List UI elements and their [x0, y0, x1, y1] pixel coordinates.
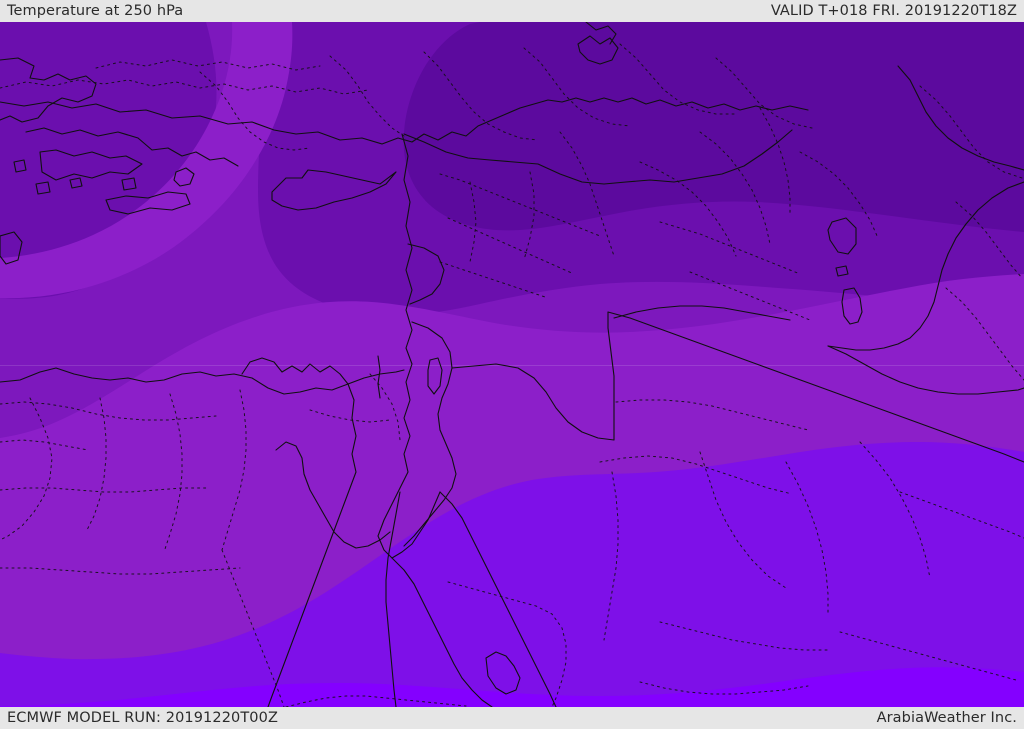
border-dotted-syria-c: [439, 261, 549, 299]
border-dotted-egypt-sudan: [447, 581, 567, 707]
border-dotted-iran-a: [919, 85, 1023, 179]
border-dotted-iraq-e: [689, 271, 811, 321]
island-bahrain: [827, 217, 857, 255]
border-dotted-saudi-e: [785, 461, 829, 617]
border-dotted-iran-b: [955, 201, 1023, 279]
border-dotted-euphrates: [559, 131, 615, 257]
map-title: Temperature at 250 hPa: [7, 3, 184, 19]
coast-sinai-west: [275, 441, 391, 549]
band-warm-mediterranean: [0, 22, 293, 299]
geography-layer: [0, 22, 1024, 707]
border-dotted-turkey-c: [329, 55, 405, 137]
border-dotted-turkey-a: [95, 59, 321, 71]
border-dotted-iraq-b: [699, 131, 771, 245]
border-dotted-egypt-g: [0, 567, 241, 575]
coast-greece-peloponnese: [25, 127, 239, 167]
border-dotted-turkey-e: [523, 47, 631, 127]
border-dotted-iraq-c: [639, 161, 737, 257]
island-rhodes: [173, 167, 195, 187]
island-aegean-a: [13, 159, 27, 173]
coast-caspian: [577, 35, 619, 65]
border-dotted-turkey-g: [715, 57, 813, 129]
border-dotted-egypt-f: [0, 487, 209, 493]
border-dotted-egypt-d: [163, 393, 183, 553]
border-dotted-sudan: [285, 695, 467, 707]
coast-red-sea-east: [391, 557, 493, 707]
coast-aegean-greece: [0, 57, 97, 123]
footer-bar: ECMWF MODEL RUN: 20191220T00Z ArabiaWeat…: [0, 707, 1024, 729]
island-qatar: [841, 287, 863, 325]
border-dotted-egypt-e: [221, 389, 247, 551]
feature-lake-nasser: [485, 651, 521, 695]
model-run-label: ECMWF MODEL RUN: 20191220T00Z: [7, 710, 278, 726]
gridline-lat: [0, 365, 1024, 366]
border-dotted-iran-c: [945, 287, 1024, 381]
island-aegean-c: [69, 177, 83, 189]
coast-turkey-south: [0, 97, 809, 145]
border-dotted-syria-a: [439, 173, 601, 237]
band-warmest: [0, 667, 1024, 707]
coast-greece-south: [39, 149, 143, 181]
feature-dead-sea: [427, 357, 443, 395]
border-dotted-egypt-a: [0, 401, 217, 421]
border-dotted-turkey-d: [423, 51, 539, 141]
band-warmer: [0, 442, 1024, 707]
border-dotted-syria-d: [469, 181, 477, 263]
provider-label: ArabiaWeather Inc.: [876, 710, 1017, 726]
coast-north-africa: [0, 367, 405, 395]
coast-levant: [377, 133, 441, 559]
border-dotted-saudi-g: [899, 491, 1024, 539]
coast-caspian-upper: [585, 22, 617, 45]
island-cyprus: [271, 169, 397, 211]
border-iraq-iran: [897, 65, 1024, 171]
border-dotted-saudi-b: [599, 455, 793, 495]
border-lebanon: [407, 243, 445, 305]
island-aegean-e: [0, 231, 23, 265]
coast-gulf-of-suez: [267, 383, 357, 707]
border-dotted-yemen: [639, 681, 809, 695]
coast-nile-river: [385, 491, 401, 707]
coast-red-sea-west-arabia: [439, 491, 557, 707]
border-dotted-saudi-d: [699, 451, 787, 589]
border-jordan-saudi: [451, 311, 615, 441]
temperature-band-layer: [0, 22, 1024, 707]
border-dotted-egypt-h: [221, 549, 285, 707]
border-dotted-saudi-f: [859, 441, 931, 579]
island-aegean-b: [35, 181, 51, 195]
border-iraq-saudi-kuwait: [613, 305, 791, 321]
band-coldest: [403, 22, 1024, 232]
border-dotted-saudi-c: [603, 471, 619, 641]
border-dotted-iraq-f: [799, 151, 879, 239]
forecast-map-canvas[interactable]: [0, 22, 1024, 707]
coast-nile-delta: [241, 357, 349, 385]
border-dotted-saudi-h: [839, 631, 1017, 681]
island-aegean-d: [121, 177, 137, 191]
border-dotted-syria-e: [523, 171, 535, 261]
header-bar: Temperature at 250 hPa VALID T+018 FRI. …: [0, 0, 1024, 22]
border-dotted-libya: [0, 439, 89, 451]
border-dotted-egypt-b: [0, 397, 53, 541]
border-israel-jordan: [403, 321, 457, 547]
border-dotted-egypt-sinai: [369, 373, 401, 441]
coast-gulf-south: [827, 345, 1024, 395]
border-dotted-syria-b: [447, 217, 575, 275]
border-dotted-turkey-greece: [0, 79, 369, 95]
valid-time-label: VALID T+018 FRI. 20191220T18Z: [770, 3, 1017, 19]
island-crete: [105, 191, 191, 215]
border-dotted-egypt-i: [309, 409, 391, 423]
border-dotted-saudi-a: [615, 399, 809, 431]
border-dotted-iraq-a: [759, 107, 791, 217]
border-dotted-turkey-b: [199, 71, 311, 151]
border-dotted-turkey-f: [619, 43, 735, 115]
coast-persian-gulf: [827, 181, 1024, 351]
border-dotted-iraq-d: [659, 221, 801, 275]
border-dotted-saudi-i: [659, 621, 829, 651]
island-gulf-small: [835, 265, 849, 277]
border-syria-turkey: [403, 129, 793, 185]
border-dotted-egypt-c: [85, 397, 107, 533]
feature-suez-canal: [377, 355, 381, 399]
border-jordan-iraq: [607, 311, 1024, 463]
